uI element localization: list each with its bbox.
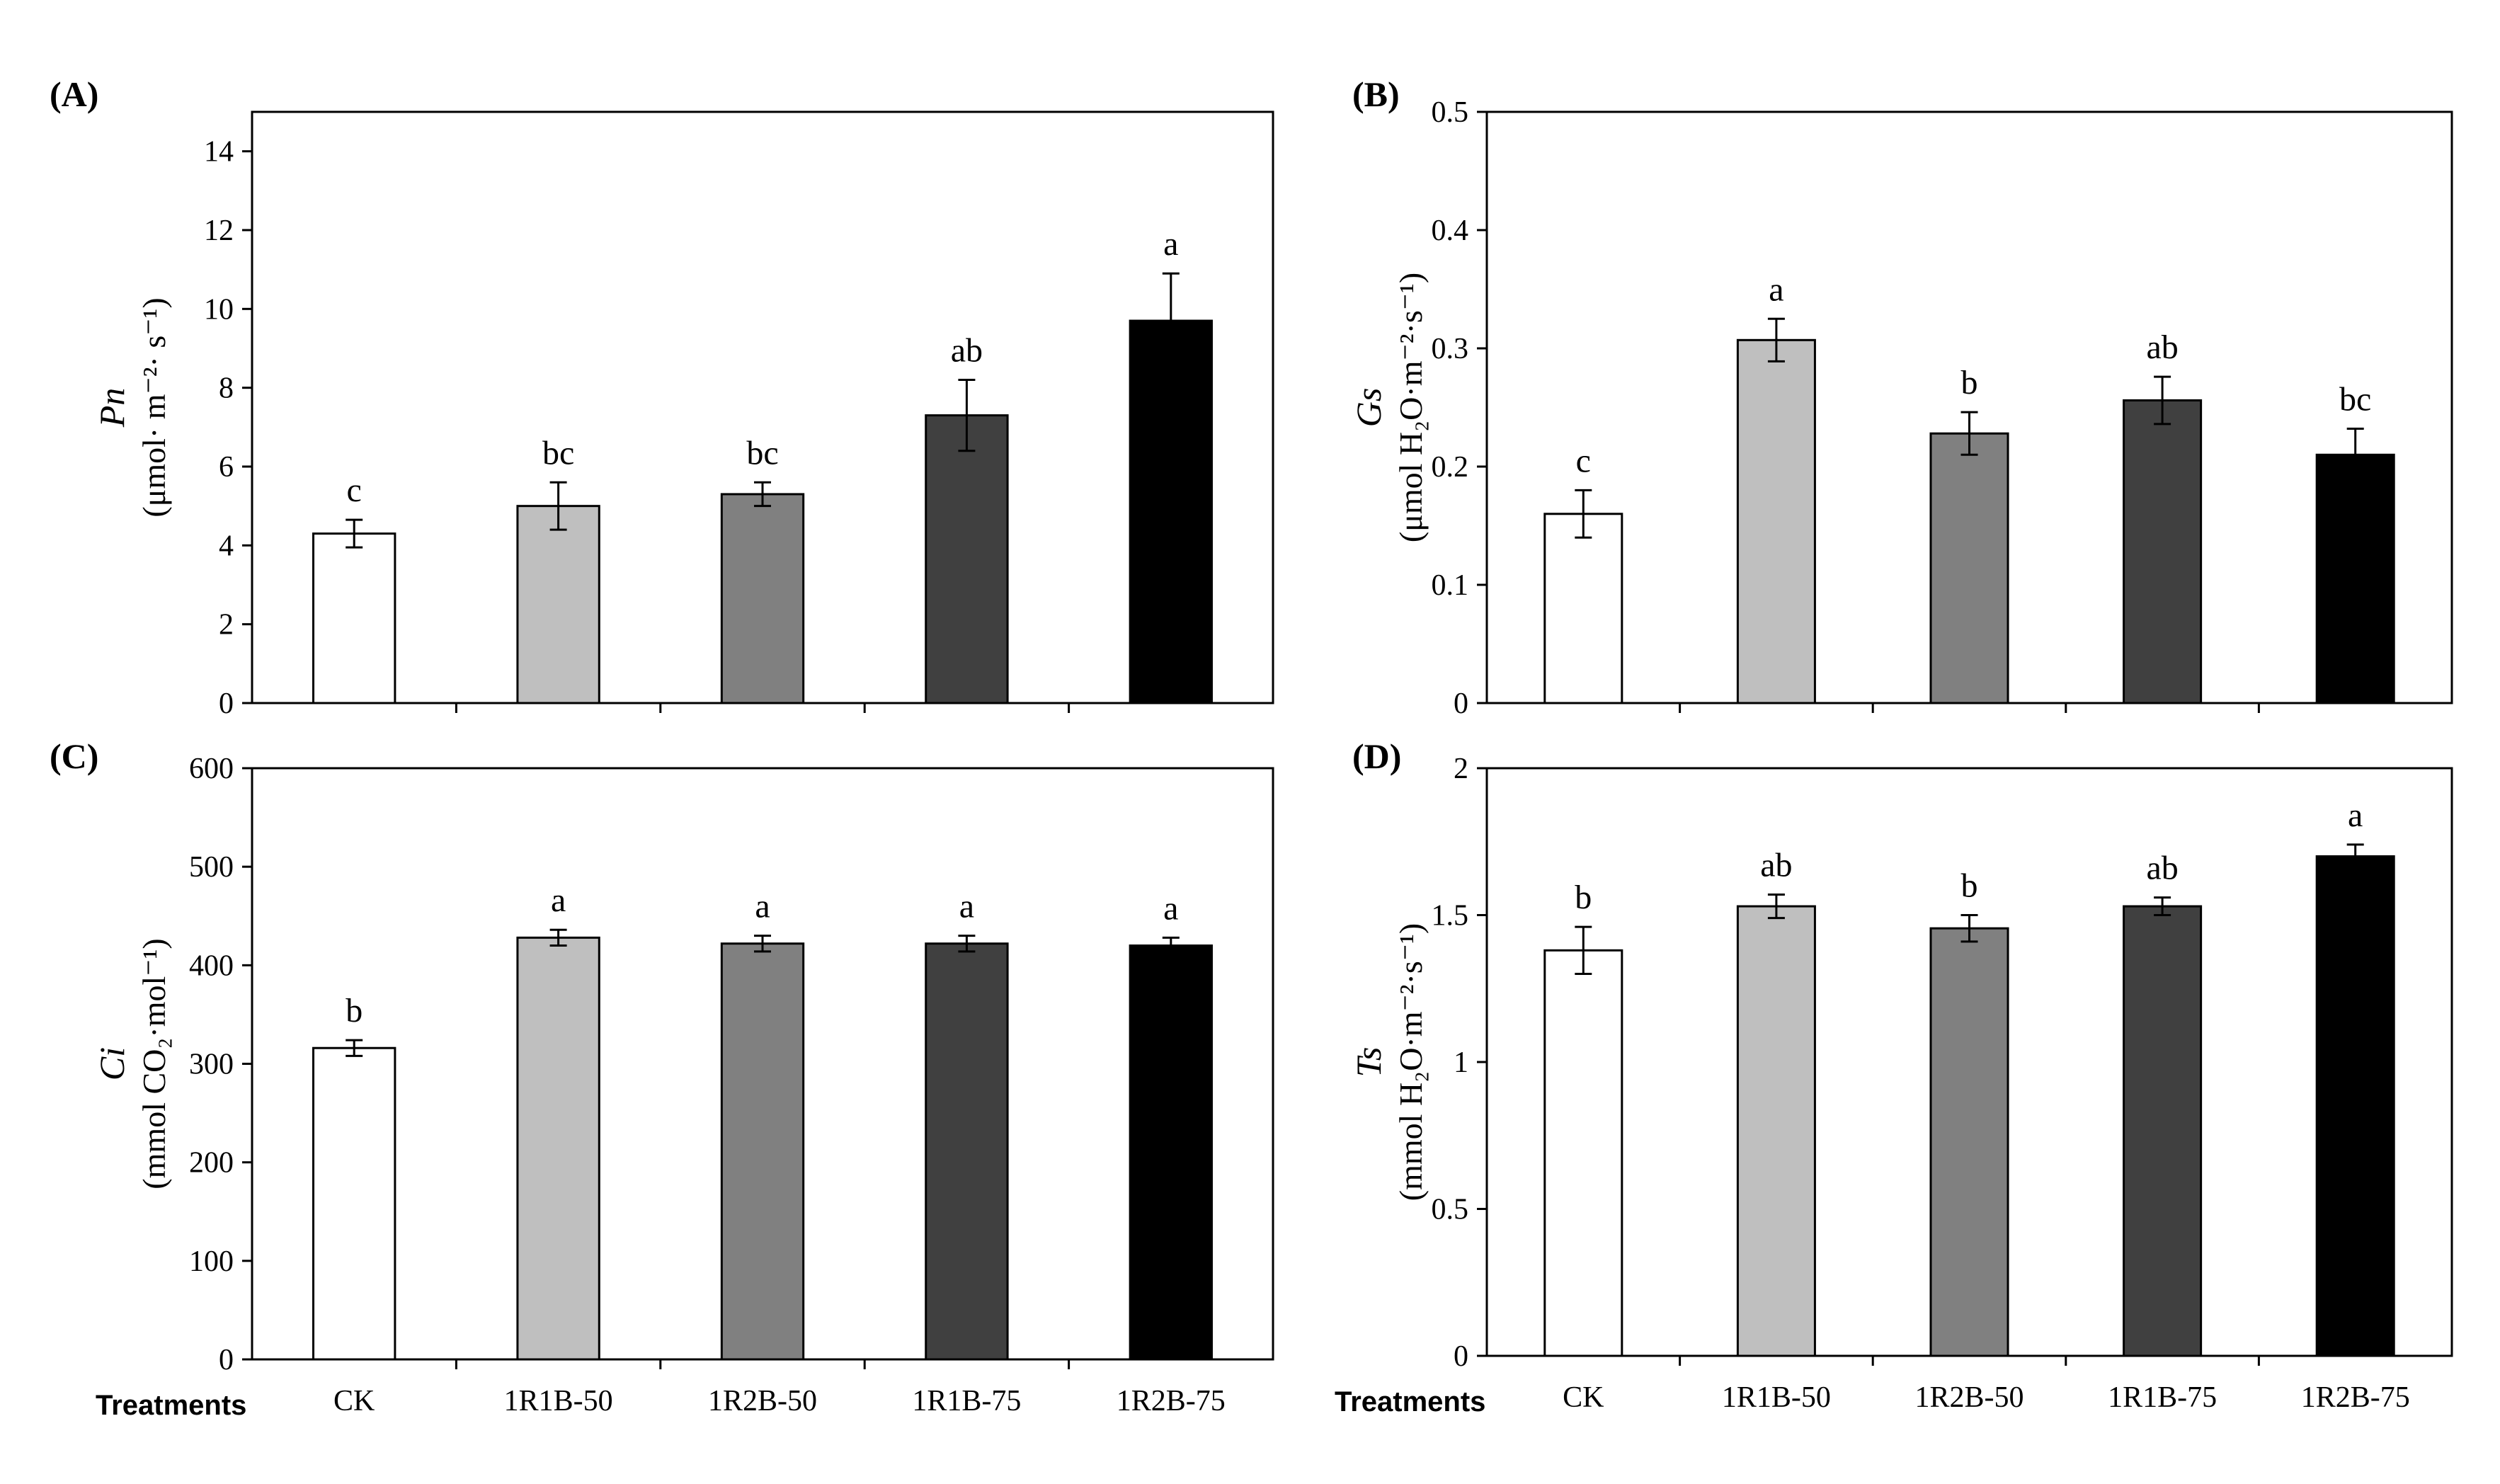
panel-label: (A) (50, 74, 98, 114)
y-tick-label: 0 (219, 687, 234, 720)
panel-c: (C) Ci (mmol CO₂·mol⁻¹) 0 100 200 300 400 500 600… (50, 736, 1274, 1421)
y-tick-label: 200 (189, 1147, 234, 1180)
y-axis-variable: Ts (1349, 1047, 1388, 1078)
significance-label: a (959, 888, 974, 925)
bar (720, 942, 805, 1361)
category-label: 1R1B-50 (504, 1385, 613, 1417)
y-tick-label: 100 (189, 1245, 234, 1278)
y-tick-label: 14 (204, 136, 234, 169)
category-label: 1R2B-50 (1914, 1381, 2024, 1414)
significance-label: a (551, 881, 566, 919)
significance-label: b (1575, 879, 1592, 916)
significance-label: ab (951, 332, 983, 370)
significance-label: a (2348, 797, 2363, 834)
panel-label: (C) (50, 736, 98, 776)
y-tick-label: 8 (219, 372, 234, 405)
significance-label: a (1163, 225, 1178, 263)
bar (2315, 453, 2395, 704)
significance-label: bc (542, 434, 574, 472)
y-tick-label: 400 (189, 949, 234, 982)
y-axis-unit: (mmol CO₂·mol⁻¹) (136, 938, 172, 1189)
panel-label: (B) (1352, 74, 1400, 114)
y-tick-label: 0.5 (1432, 96, 1469, 129)
y-tick-label: 300 (189, 1049, 234, 1081)
y-axis-unit: (mmol H₂O·m⁻²·s⁻¹) (1393, 923, 1429, 1201)
y-tick-label: 1.5 (1432, 900, 1469, 932)
y-tick-label: 1 (1454, 1046, 1468, 1079)
bar (1929, 432, 2009, 704)
y-axis-label: Gs (μmol H₂O·m⁻²·s⁻¹) (1349, 273, 1429, 542)
bar (516, 505, 600, 704)
y-tick-label: 4 (219, 530, 234, 562)
y-tick-label: 500 (189, 851, 234, 884)
y-tick-label: 0.1 (1432, 569, 1469, 602)
x-axis-label: Treatments (96, 1390, 246, 1421)
bar (1736, 338, 1816, 704)
y-tick-label: 6 (219, 451, 234, 484)
y-tick-label: 10 (204, 293, 234, 326)
category-label: CK (333, 1385, 375, 1417)
category-label: 1R2B-75 (1117, 1385, 1226, 1417)
significance-label: a (755, 888, 770, 925)
bar (1129, 319, 1213, 704)
y-axis-label: Ci (mmol CO₂·mol⁻¹) (92, 938, 172, 1189)
y-tick-label: 600 (189, 753, 234, 785)
y-tick-label: 0.5 (1432, 1194, 1469, 1226)
bar (1129, 944, 1213, 1361)
significance-label: a (1769, 270, 1783, 308)
bar (925, 942, 1009, 1361)
y-axis-variable: Pn (92, 388, 132, 428)
y-axis-unit: (μmol· m⁻²· s⁻¹) (136, 297, 172, 517)
y-axis-label: Ts (mmol H₂O·m⁻²·s⁻¹) (1349, 923, 1429, 1201)
y-tick-label: 0 (1454, 1340, 1468, 1373)
y-axis-variable: Ci (92, 1047, 132, 1080)
category-label: 1R2B-50 (708, 1385, 817, 1417)
category-label: 1R1B-75 (2108, 1381, 2217, 1414)
bar (312, 532, 396, 704)
significance-label: c (347, 472, 362, 509)
bar (312, 1046, 396, 1361)
bar (2123, 905, 2203, 1357)
panel-b: (B) Gs (μmol H₂O·m⁻²·s⁻¹) 0 0.1 0.2 0.3 0.4 0.5 c… (1349, 74, 2453, 720)
category-label: CK (1563, 1381, 1604, 1414)
significance-label: a (1163, 889, 1178, 927)
y-tick-label: 0.4 (1432, 215, 1469, 247)
significance-label: b (1961, 364, 1978, 401)
significance-label: c (1576, 442, 1591, 479)
y-tick-label: 2 (219, 609, 234, 641)
y-tick-label: 2 (1454, 753, 1468, 785)
y-tick-label: 12 (204, 215, 234, 247)
bar (1543, 949, 1623, 1357)
significance-label: b (1961, 867, 1978, 905)
bar (1543, 513, 1623, 704)
y-tick-label: 0 (219, 1344, 234, 1376)
significance-label: ab (1760, 846, 1792, 884)
bar (2123, 399, 2203, 704)
panel-d: (D)Ts (mmol H₂O·m⁻²·s⁻¹)00.511.52bCKab1R1… (1335, 736, 2453, 1417)
category-label: 1R1B-75 (912, 1385, 1021, 1417)
y-axis-variable: Gs (1349, 388, 1388, 428)
y-tick-label: 0 (1454, 687, 1468, 720)
significance-label: ab (2146, 850, 2178, 887)
y-axis-unit: (μmol H₂O·m⁻²·s⁻¹) (1393, 273, 1429, 542)
significance-label: ab (2146, 329, 2178, 366)
y-axis-label: Pn (μmol· m⁻²· s⁻¹) (92, 297, 172, 517)
bar (2315, 855, 2395, 1357)
significance-label: b (346, 992, 363, 1029)
bar (1929, 927, 2009, 1357)
panel-label: (D) (1352, 736, 1401, 776)
panel-a: (A) Pn (μmol· m⁻²· s⁻¹) 0 2 4 6 8 10 12 14 c bc bc ab a (50, 74, 1274, 720)
bar (720, 493, 805, 704)
significance-label: bc (746, 434, 778, 472)
bar (516, 936, 600, 1361)
x-axis-label: Treatments (1335, 1386, 1485, 1417)
y-tick-label: 0.2 (1432, 451, 1469, 484)
significance-label: bc (2339, 381, 2371, 418)
category-label: 1R1B-50 (1722, 1381, 1831, 1414)
category-label: 1R2B-75 (2301, 1381, 2410, 1414)
bar (925, 414, 1009, 704)
y-tick-label: 0.3 (1432, 333, 1469, 365)
bar (1736, 905, 1816, 1357)
